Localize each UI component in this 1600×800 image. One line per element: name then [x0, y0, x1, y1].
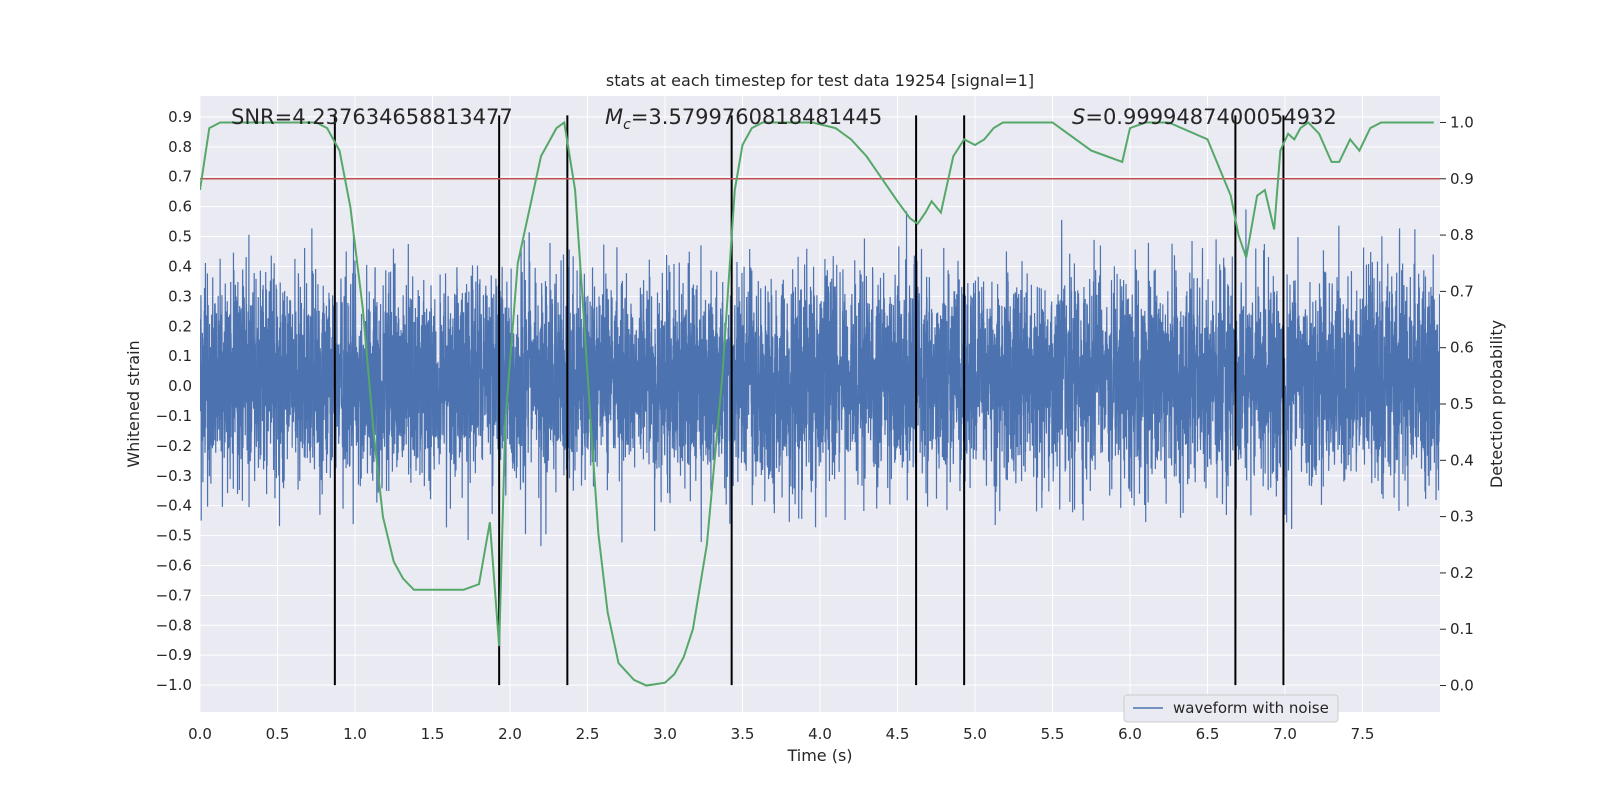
x-axis-ticks: 0.0 0.5 1.0 1.5 2.0 2.5 3.0 3.5 4.0 4.5 5.0 5.5 6.0 6…: [188, 725, 1374, 743]
y-left-tick-label: 0.0: [168, 377, 192, 395]
snr-annotation: SNR=4.237634658813477: [231, 105, 513, 129]
x-tick-label: 7.0: [1273, 725, 1297, 743]
chart-title: stats at each timestep for test data 192…: [606, 71, 1034, 90]
y-left-tick-label: 0.5: [168, 228, 192, 246]
y-right-tick-label: 0.2: [1450, 564, 1474, 582]
y-left-tick-label: 0.4: [168, 257, 192, 275]
vertical-markers: [333, 115, 1285, 686]
y-left-tick-label: 0.3: [168, 287, 192, 305]
x-tick-label: 0.5: [266, 725, 290, 743]
y-left-tick-label: 0.2: [168, 317, 192, 335]
y-left-tick-label: 0.7: [168, 168, 192, 186]
y-left-tick-label: −0.7: [156, 586, 192, 604]
waveform-line: [200, 209, 1440, 547]
probability-line: [200, 120, 1434, 687]
x-tick-label: 6.0: [1118, 725, 1142, 743]
probability-series: [200, 120, 1434, 687]
s-symbol: S: [1072, 105, 1085, 129]
chirp-mass-annotation: Mc=3.5799760818481445: [605, 105, 882, 133]
y-right-tick-label: 0.9: [1450, 170, 1474, 188]
y-right-tick-label: 0.0: [1450, 677, 1474, 695]
y-right-tick-label: 0.8: [1450, 226, 1474, 244]
x-tick-label: 1.5: [421, 725, 445, 743]
y-left-tick-label: −1.0: [156, 676, 192, 694]
y-right-tick-label: 1.0: [1450, 113, 1474, 131]
chirp-mass-value: =3.5799760818481445: [631, 105, 882, 129]
y-left-tick-label: −0.1: [156, 407, 192, 425]
y-left-tick-label: 0.8: [168, 138, 192, 156]
y-left-tick-label: −0.8: [156, 616, 192, 634]
x-tick-label: 6.5: [1196, 725, 1220, 743]
y-left-tick-label: 0.1: [168, 347, 192, 365]
y-right-tick-label: 0.7: [1450, 282, 1474, 300]
y-left-tick-label: −0.9: [156, 646, 192, 664]
x-tick-label: 5.0: [963, 725, 987, 743]
y-left-tick-label: −0.6: [156, 556, 192, 574]
x-tick-label: 0.0: [188, 725, 212, 743]
legend-label: waveform with noise: [1173, 699, 1329, 717]
y-axis-left-ticks: 0.9 0.8 0.7 0.6 0.5 0.4 0.3 0.2 0.1 0.0 −0.1 −0.2 −0…: [156, 108, 192, 694]
y-right-tick-label: 0.1: [1450, 620, 1474, 638]
y-right-tick-label: 0.5: [1450, 395, 1474, 413]
x-tick-label: 7.5: [1351, 725, 1375, 743]
y-left-tick-label: −0.5: [156, 527, 192, 545]
y-left-tick-label: 0.9: [168, 108, 192, 126]
y-right-tick-label: 0.3: [1450, 508, 1474, 526]
y-left-tick-label: 0.6: [168, 198, 192, 216]
x-tick-label: 2.5: [576, 725, 600, 743]
x-tick-label: 4.0: [808, 725, 832, 743]
x-tick-label: 4.5: [886, 725, 910, 743]
y-right-tick-label: 0.6: [1450, 339, 1474, 357]
y-axis-right-label: Detection probability: [1487, 320, 1506, 488]
waveform-series: [200, 209, 1440, 547]
y-right-tick-label: 0.4: [1450, 451, 1474, 469]
x-tick-label: 3.5: [731, 725, 755, 743]
s-annotation: S=0.9999487400054932: [1072, 105, 1337, 129]
legend: waveform with noise: [1123, 694, 1339, 723]
x-tick-label: 3.0: [653, 725, 677, 743]
y-axis-right-ticks: 1.0 0.9 0.8 0.7 0.6 0.5 0.4 0.3 0.2 0.1 0.0: [1440, 113, 1474, 695]
x-tick-label: 2.0: [498, 725, 522, 743]
x-axis-label: Time (s): [786, 746, 852, 765]
y-left-tick-label: −0.4: [156, 497, 192, 515]
y-left-tick-label: −0.2: [156, 437, 192, 455]
legend-box: [1123, 694, 1339, 723]
s-value: =0.9999487400054932: [1085, 105, 1336, 129]
x-tick-label: 5.5: [1041, 725, 1065, 743]
x-tick-label: 1.0: [343, 725, 367, 743]
chirp-mass-symbol: M: [605, 105, 623, 129]
chirp-mass-subscript: c: [623, 117, 631, 133]
y-axis-left-label: Whitened strain: [124, 340, 143, 467]
y-left-tick-label: −0.3: [156, 467, 192, 485]
